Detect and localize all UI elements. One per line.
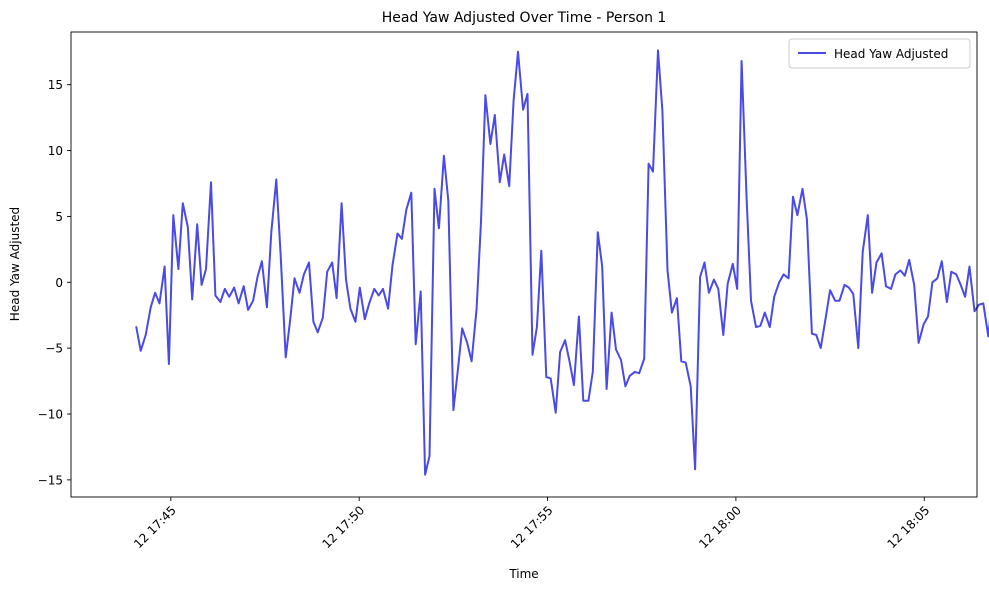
series-layer: [135, 49, 989, 476]
legend-label: Head Yaw Adjusted: [834, 47, 948, 61]
plot-frame: [70, 31, 978, 498]
y-axis-title: Head Yaw Adjusted: [8, 207, 22, 321]
y-axis: −15 −10 −5 0 5 10 15: [38, 78, 71, 487]
y-tick-label: 0: [55, 276, 63, 290]
y-tick-label: 5: [55, 210, 63, 224]
legend: Head Yaw Adjusted: [788, 38, 971, 69]
legend-box: [788, 38, 971, 69]
y-tick-label: −10: [38, 408, 63, 422]
x-axis-title: Time: [508, 567, 538, 581]
chart-title: Head Yaw Adjusted Over Time - Person 1: [382, 10, 667, 26]
y-tick-label: 15: [48, 78, 63, 92]
series-line-0: [135, 49, 989, 476]
y-tick-label: −5: [45, 342, 63, 356]
y-tick-label: −15: [38, 473, 63, 487]
y-tick-label: 10: [48, 144, 63, 158]
